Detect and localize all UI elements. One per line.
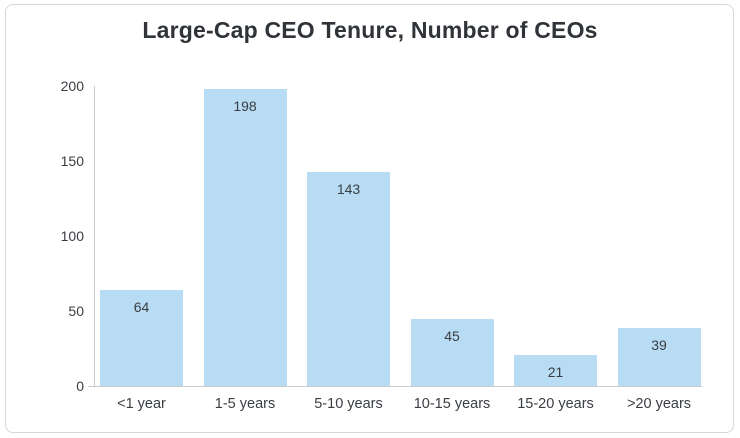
y-axis-tick-label: 100: [60, 228, 84, 244]
bar-15-20-years: [514, 354, 597, 386]
bar-value-label: 143: [336, 180, 361, 197]
bar-value-label: 45: [444, 327, 460, 344]
bar-1-5-years: [203, 89, 287, 386]
bar--20-years: [617, 327, 701, 386]
bar-value-label: 39: [651, 336, 667, 353]
bar-value-label: 64: [133, 299, 150, 315]
x-axis-tick-label: 1-5 years: [214, 396, 276, 412]
bar-10-15-years: [410, 318, 494, 386]
x-axis-tick-label: <1 year: [117, 396, 166, 412]
x-axis-tick-label: 10-15 years: [413, 396, 491, 412]
bar--1-year: [100, 290, 183, 386]
x-axis-tick-label: 5-10 years: [314, 396, 383, 412]
y-axis-tick-label: 150: [60, 153, 84, 169]
chart-title: Large-Cap CEO Tenure, Number of CEOs: [142, 17, 598, 43]
y-axis-line: [94, 86, 95, 386]
bar-value-label: 21: [547, 363, 564, 380]
bar-value-label: 198: [233, 98, 257, 114]
x-axis-line: [88, 386, 702, 387]
x-axis-tick-label: >20 years: [626, 396, 692, 412]
x-axis-tick-label: 15-20 years: [517, 396, 594, 412]
bar-5-10-years: [307, 171, 390, 386]
y-axis-tick-label: 50: [68, 303, 84, 319]
y-axis-tick-label: 0: [76, 378, 84, 394]
y-axis-tick-label: 200: [60, 78, 84, 94]
